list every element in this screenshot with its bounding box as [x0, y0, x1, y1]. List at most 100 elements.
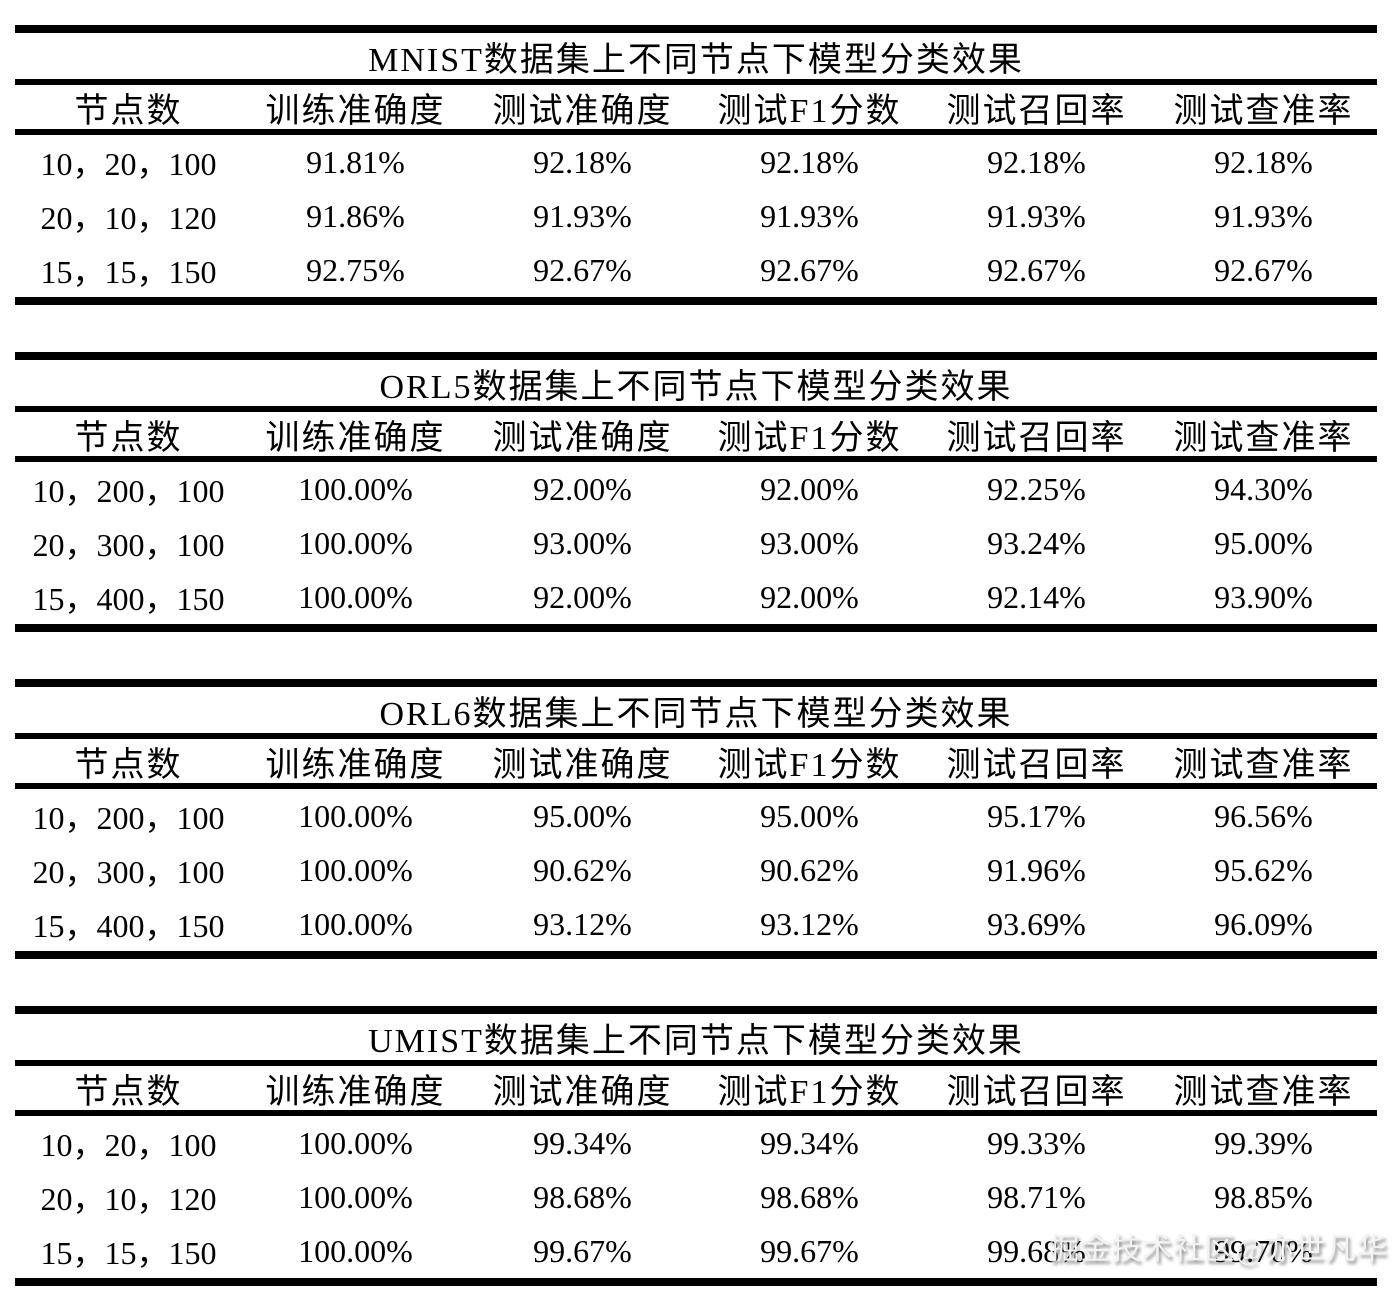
- metric-cell: 100.00%: [298, 1232, 413, 1269]
- header-cell: 测试查准率: [1173, 419, 1354, 457]
- metric-cell: 95.00%: [1214, 524, 1313, 561]
- metric-cell: 92.00%: [533, 578, 632, 615]
- table-bottom-rule: [15, 951, 1377, 959]
- metric-cell: 96.56%: [1214, 797, 1313, 834]
- table-row: 10，200，100 100.00% 92.00% 92.00% 92.25% 94.30…: [15, 462, 1377, 516]
- metric-cell: 91.86%: [306, 197, 405, 234]
- table-body: 10，200，100 100.00% 92.00% 92.00% 92.25% 94.30…: [15, 462, 1377, 624]
- header-cell: 训练准确度: [265, 92, 446, 130]
- table-row: 10，20，100 100.00% 99.34% 99.34% 99.33% 99.39%: [15, 1116, 1377, 1170]
- header-cell: 训练准确度: [265, 419, 446, 457]
- metric-cell: 93.00%: [533, 524, 632, 561]
- header-cell: 测试F1分数: [717, 92, 902, 130]
- metric-cell: 94.30%: [1214, 470, 1313, 507]
- node-count-cell: 15，15，150: [40, 254, 217, 290]
- table-row: 20，300，100 100.00% 93.00% 93.00% 93.24% 95.00…: [15, 516, 1377, 570]
- metric-cell: 99.39%: [1214, 1124, 1313, 1161]
- table-top-rule: [15, 679, 1377, 687]
- metric-cell: 91.93%: [533, 197, 632, 234]
- table-row: 20，10，120 91.86% 91.93% 91.93% 91.93% 91.93%: [15, 189, 1377, 243]
- header-separator-rule: [15, 783, 1377, 789]
- node-count-cell: 20，10，120: [40, 200, 217, 236]
- node-count-cell: 15，400，150: [32, 581, 225, 617]
- table-bottom-rule: [15, 297, 1377, 305]
- metric-cell: 95.00%: [760, 797, 859, 834]
- table-bottom-rule: [15, 1278, 1377, 1286]
- metric-cell: 100.00%: [298, 905, 413, 942]
- table-row: 10，20，100 91.81% 92.18% 92.18% 92.18% 92.18%: [15, 135, 1377, 189]
- table-title: UMIST数据集上不同节点下模型分类效果: [368, 1022, 1024, 1060]
- metric-cell: 92.18%: [760, 143, 859, 180]
- table-row: 20，10，120 100.00% 98.68% 98.68% 98.71% 98.85%: [15, 1170, 1377, 1224]
- table-row: 20，300，100 100.00% 90.62% 90.62% 91.96% 95.62…: [15, 843, 1377, 897]
- header-cell: 测试准确度: [492, 1073, 673, 1111]
- metric-cell: 100.00%: [298, 797, 413, 834]
- title-separator-rule: [15, 733, 1377, 739]
- node-count-cell: 20，300，100: [32, 527, 225, 563]
- metric-cell: 100.00%: [298, 1178, 413, 1215]
- tables-container: MNIST数据集上不同节点下模型分类效果 节点数 训练准确度 测试准确度 测试F1分数…: [15, 25, 1377, 1286]
- metric-cell: 96.09%: [1214, 905, 1313, 942]
- table-row: 10，200，100 100.00% 95.00% 95.00% 95.17% 96.56…: [15, 789, 1377, 843]
- header-cell: 测试召回率: [946, 746, 1127, 784]
- metric-cell: 100.00%: [298, 470, 413, 507]
- node-count-cell: 10，20，100: [40, 1127, 217, 1163]
- metric-cell: 91.93%: [1214, 197, 1313, 234]
- table-title: ORL6数据集上不同节点下模型分类效果: [379, 695, 1013, 733]
- table-title: MNIST数据集上不同节点下模型分类效果: [368, 41, 1024, 79]
- table-row: 15，400，150 100.00% 92.00% 92.00% 92.14% 93.90…: [15, 570, 1377, 624]
- metric-cell: 99.34%: [533, 1124, 632, 1161]
- results-table-orl6: ORL6数据集上不同节点下模型分类效果 节点数 训练准确度 测试准确度 测试F1分数 测…: [15, 679, 1377, 959]
- metric-cell: 100.00%: [298, 578, 413, 615]
- metric-cell: 93.24%: [987, 524, 1086, 561]
- metric-cell: 90.62%: [533, 851, 632, 888]
- header-cell: 测试F1分数: [717, 419, 902, 457]
- table-bottom-rule: [15, 624, 1377, 632]
- metric-cell: 98.71%: [987, 1178, 1086, 1215]
- table-top-rule: [15, 25, 1377, 33]
- header-cell: 测试F1分数: [717, 1073, 902, 1111]
- metric-cell: 90.62%: [760, 851, 859, 888]
- table-header-row: 节点数 训练准确度 测试准确度 测试F1分数 测试召回率 测试查准率: [15, 412, 1377, 457]
- metric-cell: 92.67%: [987, 251, 1086, 288]
- title-separator-rule: [15, 1060, 1377, 1066]
- header-separator-rule: [15, 456, 1377, 462]
- metric-cell: 99.67%: [533, 1232, 632, 1269]
- metric-cell: 92.18%: [1214, 143, 1313, 180]
- header-cell: 节点数: [74, 92, 183, 130]
- metric-cell: 93.90%: [1214, 578, 1313, 615]
- header-cell: 测试召回率: [946, 419, 1127, 457]
- header-cell: 测试查准率: [1173, 92, 1354, 130]
- metric-cell: 95.62%: [1214, 851, 1313, 888]
- header-cell: 节点数: [74, 1073, 183, 1111]
- node-count-cell: 15，15，150: [40, 1235, 217, 1271]
- metric-cell: 99.67%: [760, 1232, 859, 1269]
- results-table-mnist: MNIST数据集上不同节点下模型分类效果 节点数 训练准确度 测试准确度 测试F1分数…: [15, 25, 1377, 305]
- node-count-cell: 10，200，100: [32, 800, 225, 836]
- header-separator-rule: [15, 129, 1377, 135]
- node-count-cell: 10，200，100: [32, 473, 225, 509]
- results-table-orl5: ORL5数据集上不同节点下模型分类效果 节点数 训练准确度 测试准确度 测试F1分数 测…: [15, 352, 1377, 632]
- metric-cell: 92.67%: [533, 251, 632, 288]
- header-cell: 测试准确度: [492, 92, 673, 130]
- table-body: 10，20，100 91.81% 92.18% 92.18% 92.18% 92.18% 2…: [15, 135, 1377, 297]
- header-cell: 测试准确度: [492, 746, 673, 784]
- node-count-cell: 20，300，100: [32, 854, 225, 890]
- table-title: ORL5数据集上不同节点下模型分类效果: [379, 368, 1013, 406]
- header-cell: 测试召回率: [946, 1073, 1127, 1111]
- header-cell: 测试F1分数: [717, 746, 902, 784]
- header-cell: 测试查准率: [1173, 1073, 1354, 1111]
- metric-cell: 92.14%: [987, 578, 1086, 615]
- metric-cell: 93.12%: [760, 905, 859, 942]
- header-cell: 节点数: [74, 419, 183, 457]
- header-separator-rule: [15, 1110, 1377, 1116]
- header-cell: 测试召回率: [946, 92, 1127, 130]
- metric-cell: 91.93%: [760, 197, 859, 234]
- table-header-row: 节点数 训练准确度 测试准确度 测试F1分数 测试召回率 测试查准率: [15, 1066, 1377, 1111]
- metric-cell: 92.25%: [987, 470, 1086, 507]
- header-cell: 节点数: [74, 746, 183, 784]
- table-body: 10，200，100 100.00% 95.00% 95.00% 95.17% 96.56…: [15, 789, 1377, 951]
- title-separator-rule: [15, 79, 1377, 85]
- metric-cell: 92.18%: [533, 143, 632, 180]
